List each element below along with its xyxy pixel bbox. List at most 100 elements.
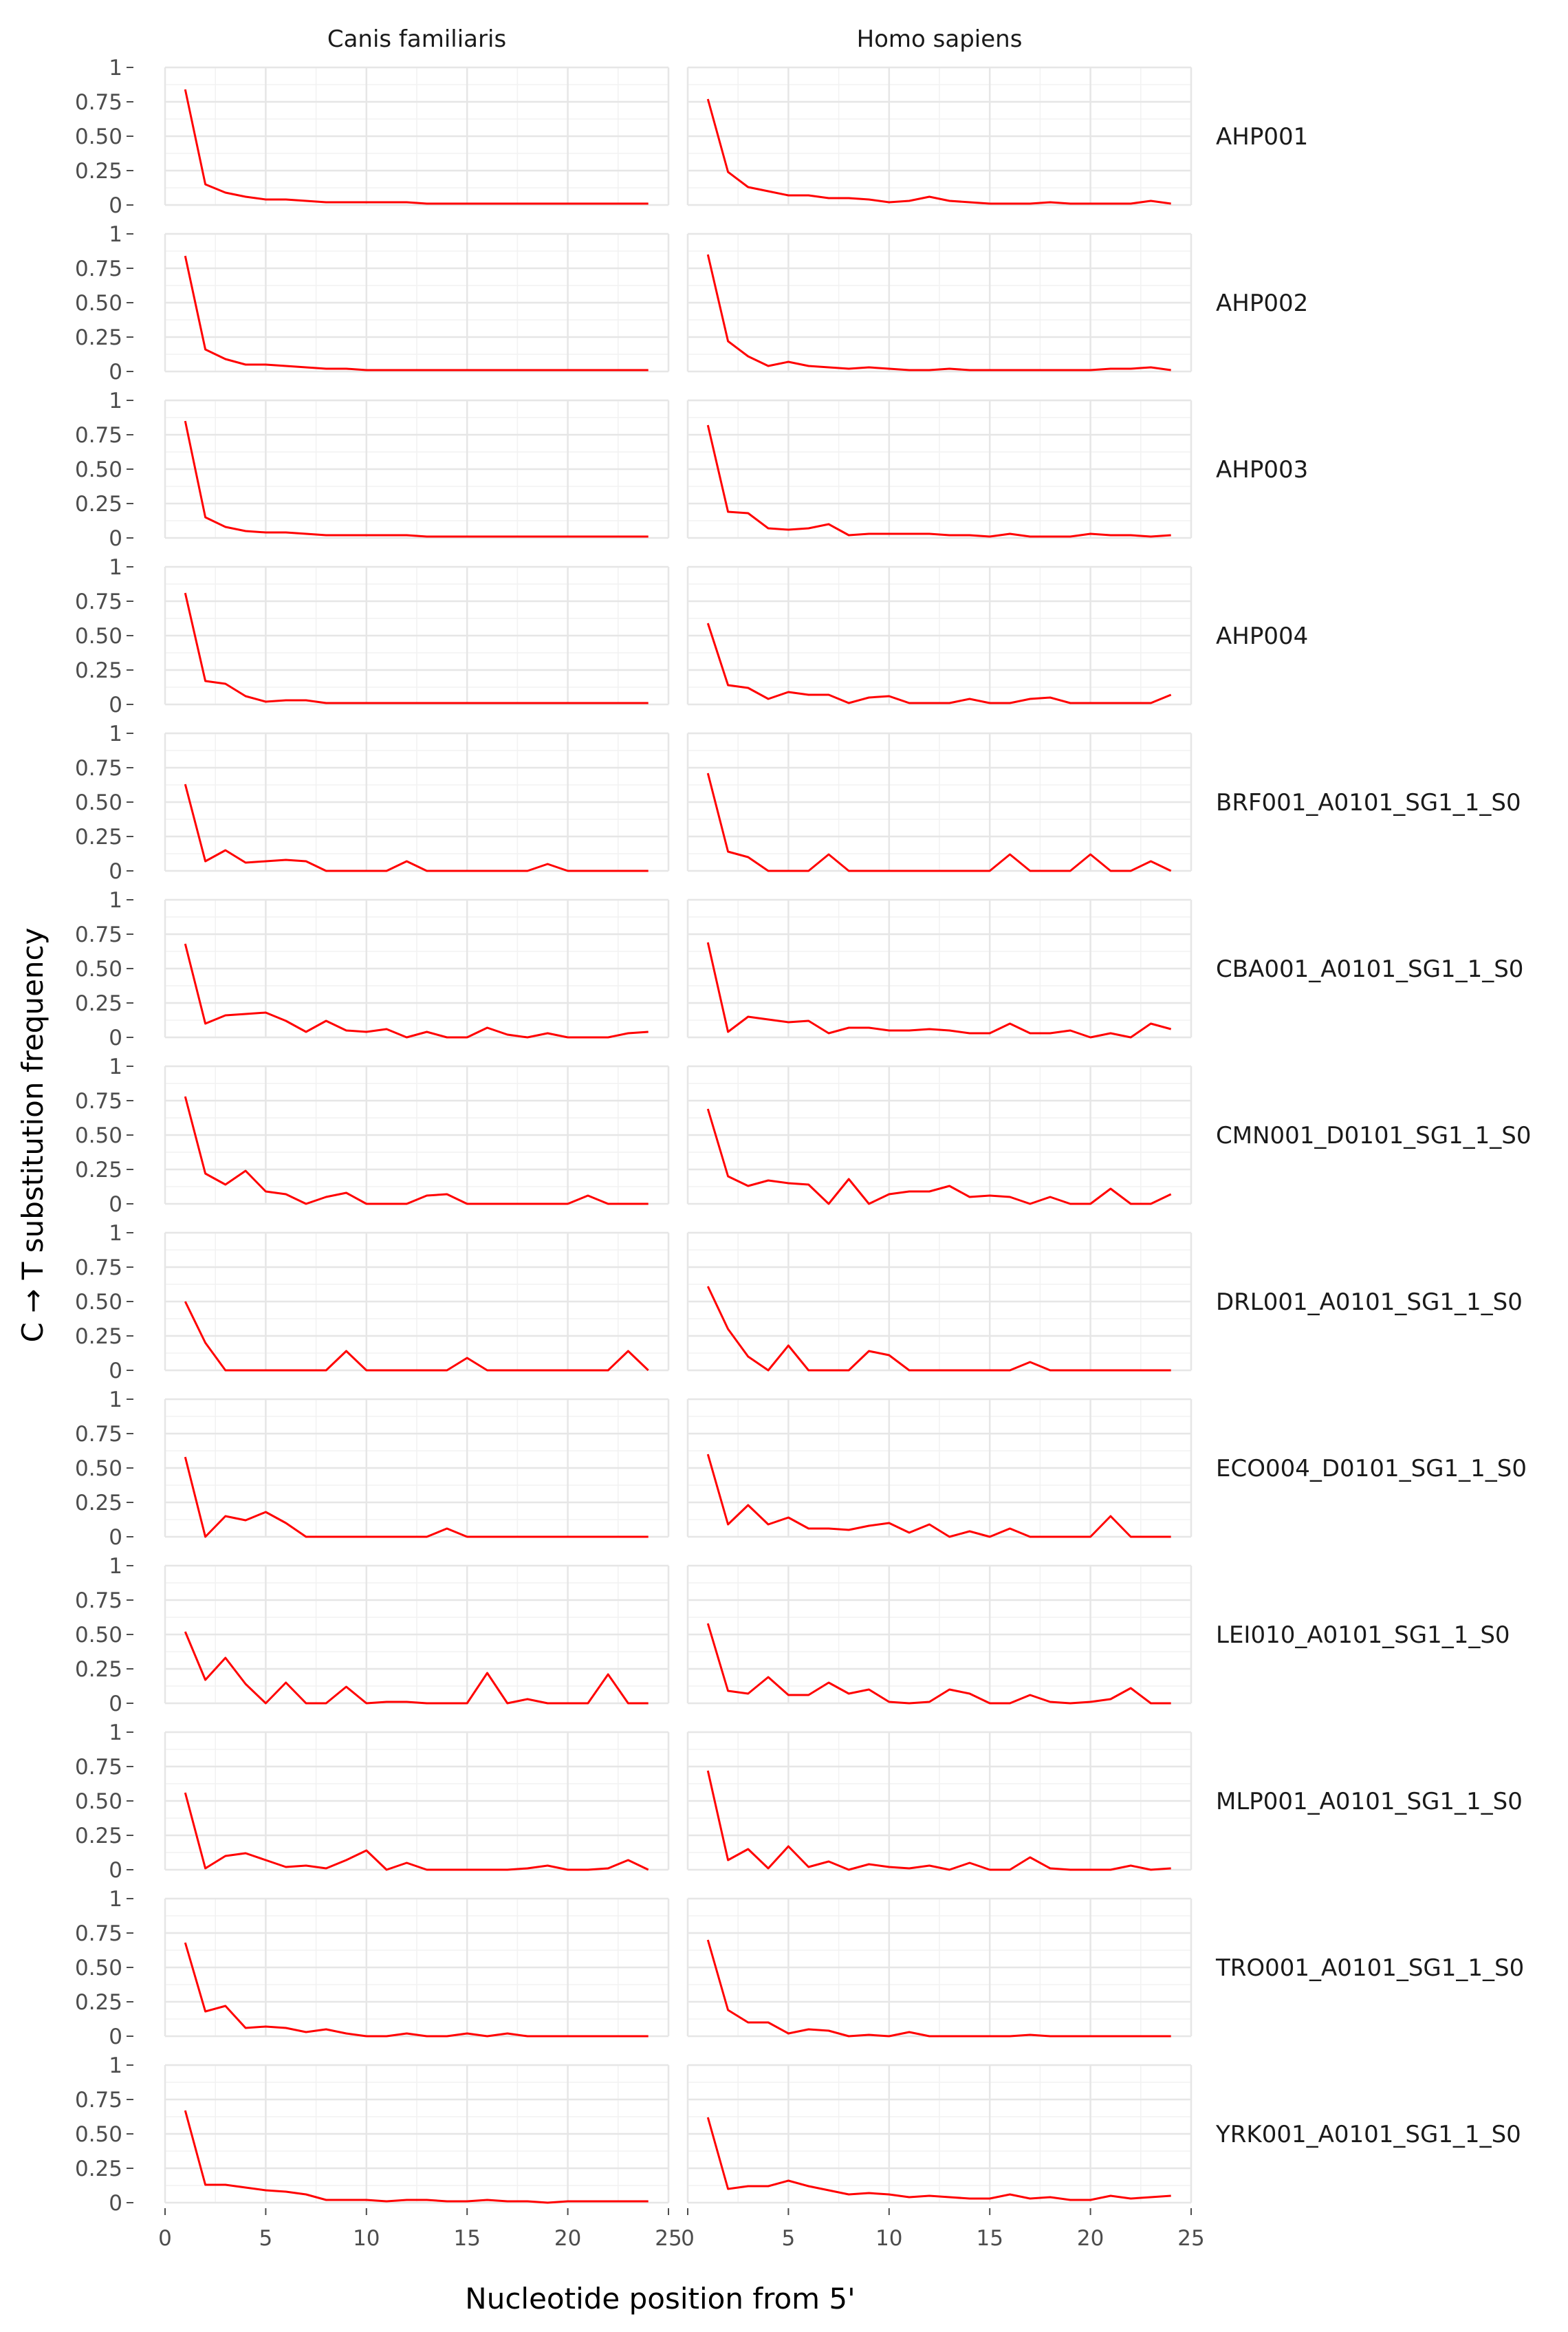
x-tick-label: 20 bbox=[1077, 2226, 1104, 2251]
y-tick-label: 1 bbox=[109, 1055, 122, 1079]
series-line-tro001-a0101-sg1-1-s0-canis-familiaris bbox=[184, 1942, 649, 2038]
row-strip-ahp004: AHP004 bbox=[1216, 623, 1308, 650]
y-tick-label: 1 bbox=[109, 722, 122, 746]
row-strip-drl001-a0101-sg1-1-s0: DRL001_A0101_SG1_1_S0 bbox=[1216, 1288, 1523, 1316]
series-line-lei010-a0101-sg1-1-s0-canis-familiaris bbox=[184, 1631, 649, 1705]
y-tick-label: 0.25 bbox=[75, 1990, 122, 2015]
x-tick-label: 5 bbox=[259, 2226, 273, 2251]
y-tick-label: 0.25 bbox=[75, 325, 122, 350]
y-tick-label: 0 bbox=[109, 1858, 122, 1883]
label-layer: Canis familiaris Homo sapiens AHP001 AHP002… bbox=[327, 25, 1532, 2148]
series-layer bbox=[184, 89, 1172, 2204]
y-tick-label: 1 bbox=[109, 1720, 122, 1745]
y-tick-label: 1 bbox=[109, 389, 122, 413]
row-strip-cmn001-d0101-sg1-1-s0: CMN001_D0101_SG1_1_S0 bbox=[1216, 1122, 1532, 1149]
y-tick-label: 0 bbox=[109, 193, 122, 218]
series-line-tro001-a0101-sg1-1-s0-homo-sapiens bbox=[706, 1939, 1171, 2038]
series-line-eco004-d0101-sg1-1-s0-homo-sapiens bbox=[706, 1454, 1171, 1538]
y-tick-label: 1 bbox=[109, 888, 122, 913]
column-strip-canis-familiaris: Canis familiaris bbox=[327, 25, 506, 53]
y-tick-label: 0 bbox=[109, 1525, 122, 1550]
y-tick-label: 1 bbox=[109, 56, 122, 80]
y-tick-label: 0.75 bbox=[75, 922, 122, 947]
series-line-lei010-a0101-sg1-1-s0-homo-sapiens bbox=[706, 1623, 1171, 1705]
y-tick-label: 0.25 bbox=[75, 159, 122, 184]
y-tick-label: 0.25 bbox=[75, 1324, 122, 1349]
series-line-cmn001-d0101-sg1-1-s0-homo-sapiens bbox=[706, 1108, 1172, 1205]
y-tick-label: 0 bbox=[109, 360, 122, 385]
y-tick-label: 0.75 bbox=[75, 756, 122, 781]
y-tick-label: 0.75 bbox=[75, 1755, 122, 1780]
row-strip-tro001-a0101-sg1-1-s0: TRO001_A0101_SG1_1_S0 bbox=[1215, 1954, 1524, 1982]
y-tick-label: 0 bbox=[109, 1359, 122, 1383]
series-line-ahp001-homo-sapiens bbox=[706, 98, 1171, 205]
y-tick-label: 0.50 bbox=[75, 1789, 122, 1814]
row-strip-eco004-d0101-sg1-1-s0: ECO004_D0101_SG1_1_S0 bbox=[1216, 1455, 1527, 1482]
y-tick-label: 0.50 bbox=[75, 2122, 122, 2147]
row-strip-ahp001: AHP001 bbox=[1216, 123, 1308, 151]
row-strip-mlp001-a0101-sg1-1-s0: MLP001_A0101_SG1_1_S0 bbox=[1216, 1788, 1523, 1815]
y-tick-label: 0.50 bbox=[75, 1456, 122, 1481]
y-axis-title: C → T substitution frequency bbox=[16, 928, 50, 1343]
row-strip-cba001-a0101-sg1-1-s0: CBA001_A0101_SG1_1_S0 bbox=[1216, 956, 1523, 983]
series-line-brf001-a0101-sg1-1-s0-canis-familiaris bbox=[184, 784, 649, 872]
y-tick-label: 0.50 bbox=[75, 957, 122, 982]
x-tick-label: 10 bbox=[353, 2226, 380, 2251]
y-tick-label: 0.75 bbox=[75, 257, 122, 281]
y-tick-label: 0.25 bbox=[75, 2157, 122, 2181]
y-tick-label: 0.50 bbox=[75, 790, 122, 815]
y-tick-label: 0.50 bbox=[75, 624, 122, 649]
y-tick-label: 0.25 bbox=[75, 1491, 122, 1515]
y-tick-label: 0 bbox=[109, 1692, 122, 1716]
y-tick-label: 0.75 bbox=[75, 423, 122, 448]
x-tick-label: 0 bbox=[158, 2226, 172, 2251]
row-strip-ahp003: AHP003 bbox=[1216, 456, 1308, 484]
y-tick-label: 1 bbox=[109, 1554, 122, 1579]
row-strip-brf001-a0101-sg1-1-s0: BRF001_A0101_SG1_1_S0 bbox=[1216, 789, 1521, 817]
series-line-drl001-a0101-sg1-1-s0-homo-sapiens bbox=[706, 1286, 1171, 1372]
y-tick-label: 1 bbox=[109, 1388, 122, 1412]
y-tick-label: 0.25 bbox=[75, 492, 122, 517]
x-tick-label: 10 bbox=[875, 2226, 902, 2251]
y-tick-label: 0.75 bbox=[75, 1921, 122, 1946]
x-tick-label: 25 bbox=[655, 2226, 682, 2251]
series-line-ahp003-canis-familiaris bbox=[184, 420, 649, 538]
y-tick-label: 0 bbox=[109, 693, 122, 717]
y-tick-label: 0.50 bbox=[75, 457, 122, 482]
x-tick-label: 25 bbox=[1177, 2226, 1204, 2251]
series-line-ahp004-canis-familiaris bbox=[184, 592, 649, 704]
series-line-mlp001-a0101-sg1-1-s0-homo-sapiens bbox=[706, 1770, 1171, 1871]
y-tick-label: 0.75 bbox=[75, 590, 122, 614]
y-tick-label: 0 bbox=[109, 2191, 122, 2216]
y-tick-label: 1 bbox=[109, 222, 122, 247]
y-tick-label: 0.50 bbox=[75, 1123, 122, 1148]
y-tick-label: 0.25 bbox=[75, 1657, 122, 1682]
y-tick-label: 0.50 bbox=[75, 1956, 122, 1980]
x-axis-title: Nucleotide position from 5' bbox=[465, 2282, 855, 2315]
axis-layer: 00.250.500.75100.250.500.75100.250.500.7… bbox=[75, 56, 1205, 2251]
y-tick-label: 0.50 bbox=[75, 291, 122, 316]
grid-layer bbox=[164, 66, 1193, 2204]
series-line-ahp002-homo-sapiens bbox=[706, 254, 1171, 371]
y-tick-label: 0 bbox=[109, 1026, 122, 1050]
series-line-brf001-a0101-sg1-1-s0-homo-sapiens bbox=[706, 773, 1172, 872]
series-line-cmn001-d0101-sg1-1-s0-canis-familiaris bbox=[184, 1096, 649, 1205]
series-line-mlp001-a0101-sg1-1-s0-canis-familiaris bbox=[184, 1792, 649, 1871]
x-tick-label: 20 bbox=[554, 2226, 581, 2251]
y-tick-label: 0.75 bbox=[75, 1089, 122, 1114]
series-line-cba001-a0101-sg1-1-s0-canis-familiaris bbox=[184, 943, 649, 1039]
y-tick-label: 1 bbox=[109, 2053, 122, 2078]
y-tick-label: 0.50 bbox=[75, 125, 122, 149]
y-tick-label: 0 bbox=[109, 1192, 122, 1217]
x-tick-label: 15 bbox=[976, 2226, 1003, 2251]
y-tick-label: 0.25 bbox=[75, 825, 122, 850]
y-tick-label: 0.50 bbox=[75, 1623, 122, 1648]
y-tick-label: 0.75 bbox=[75, 1588, 122, 1613]
x-tick-label: 0 bbox=[681, 2226, 695, 2251]
row-strip-ahp002: AHP002 bbox=[1216, 290, 1308, 317]
y-tick-label: 1 bbox=[109, 555, 122, 580]
column-strip-homo-sapiens: Homo sapiens bbox=[857, 25, 1023, 53]
y-tick-label: 0 bbox=[109, 526, 122, 551]
series-line-eco004-d0101-sg1-1-s0-canis-familiaris bbox=[184, 1456, 649, 1538]
